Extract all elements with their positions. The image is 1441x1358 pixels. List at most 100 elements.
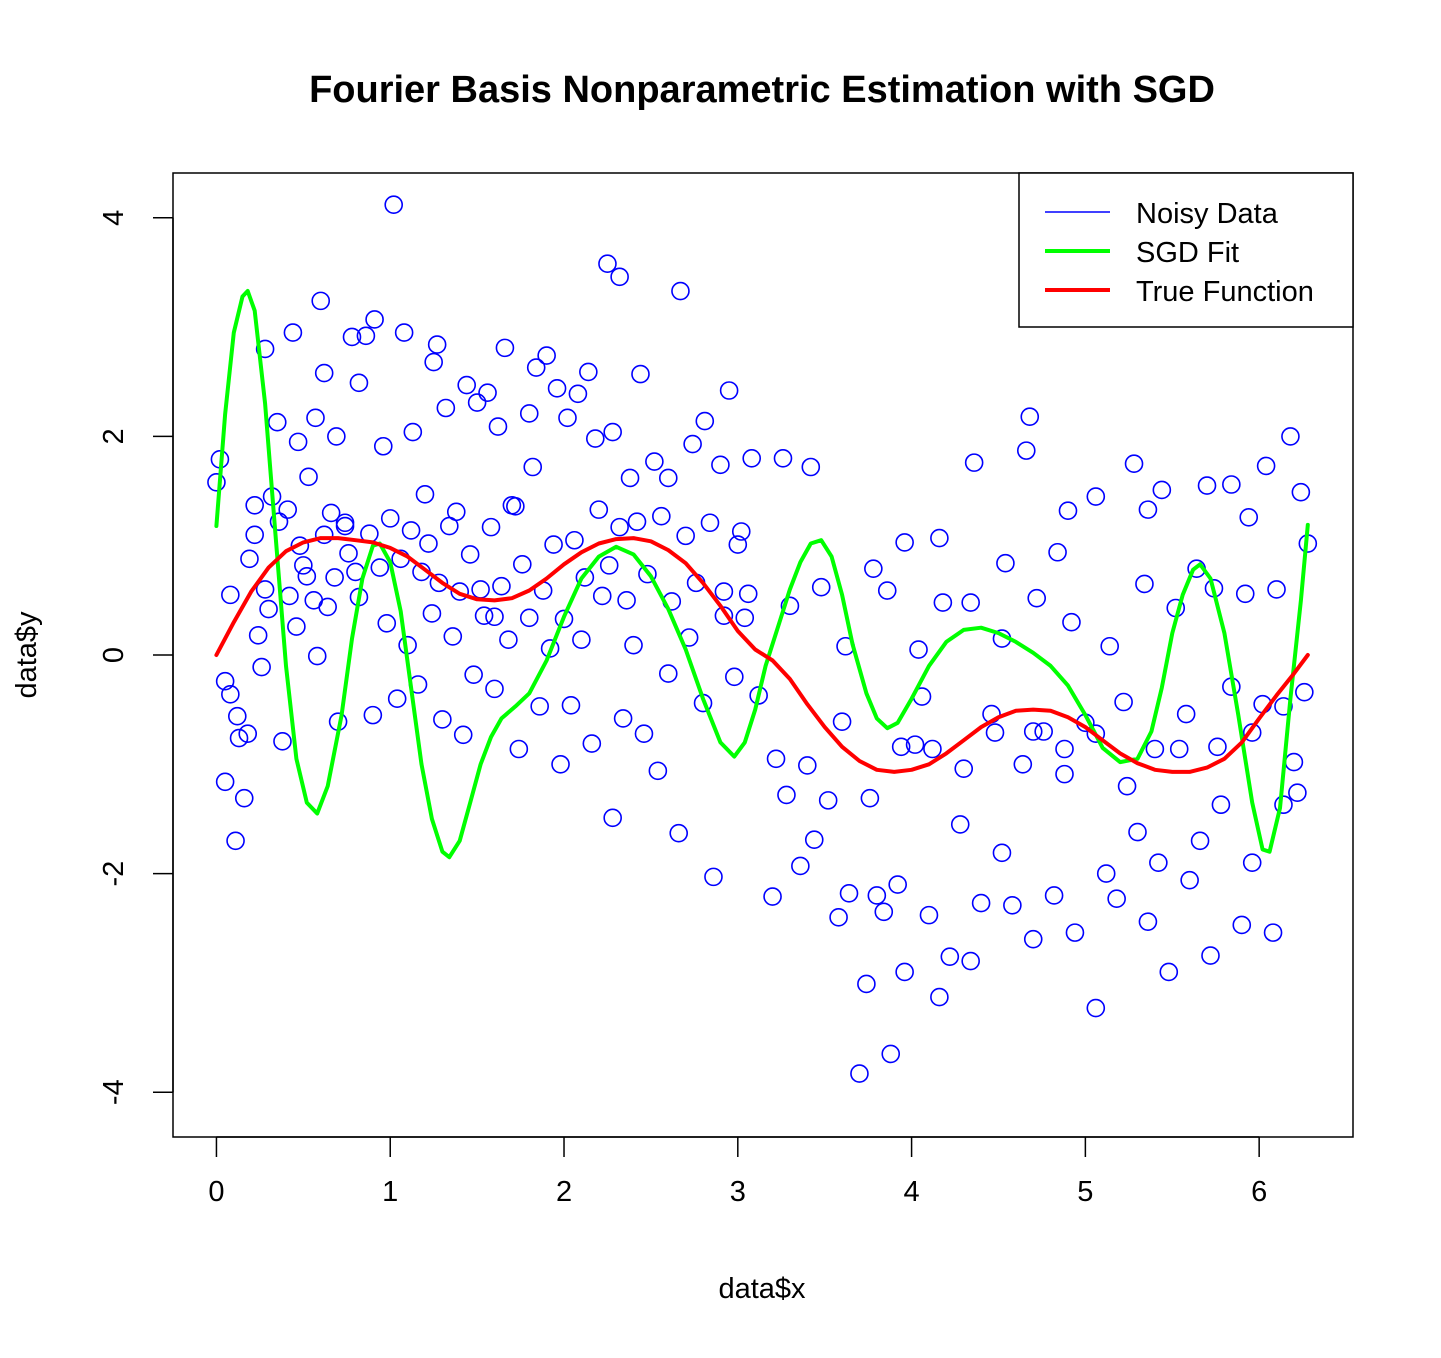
data-point	[683, 434, 702, 454]
data-point	[857, 974, 876, 994]
data-point	[839, 883, 859, 903]
data-point	[228, 706, 247, 726]
data-point	[610, 267, 629, 287]
data-point	[453, 725, 473, 745]
data-point	[547, 379, 567, 398]
data-point	[1117, 776, 1137, 796]
data-point	[307, 646, 327, 666]
data-point	[1124, 454, 1144, 474]
data-point	[1048, 542, 1067, 562]
data-point	[519, 404, 539, 423]
data-point	[467, 393, 487, 412]
data-point	[905, 735, 925, 754]
legend-label-sgd-fit: SGD Fit	[1136, 237, 1239, 269]
data-point	[1062, 612, 1081, 632]
data-point	[245, 495, 264, 515]
data-point	[349, 373, 369, 393]
line-series	[214, 289, 1310, 860]
data-point	[485, 679, 504, 699]
data-point	[964, 453, 984, 472]
data-point	[290, 536, 310, 556]
data-point	[297, 567, 317, 586]
data-point	[731, 522, 751, 541]
data-point	[1235, 584, 1255, 604]
y-tick-label: 4	[98, 210, 130, 226]
y-tick-label: -4	[98, 1079, 130, 1105]
data-point	[1100, 636, 1120, 656]
data-point	[1288, 783, 1307, 803]
data-point	[221, 585, 240, 605]
data-point	[971, 893, 991, 913]
data-point	[1152, 480, 1172, 500]
data-point	[335, 513, 355, 533]
data-point	[704, 867, 723, 887]
series-line-sgd-fit	[214, 289, 1310, 860]
data-point	[1281, 427, 1300, 446]
data-point	[325, 568, 344, 587]
data-point	[394, 323, 414, 342]
data-point	[554, 609, 574, 629]
data-point	[638, 564, 657, 584]
data-point	[370, 558, 390, 577]
data-point	[1016, 441, 1036, 460]
data-point	[565, 530, 584, 550]
data-point	[321, 503, 341, 523]
data-point	[1211, 795, 1231, 815]
data-point	[513, 554, 532, 574]
data-point	[306, 408, 325, 428]
data-point	[314, 363, 334, 383]
data-point	[780, 596, 800, 616]
data-point	[599, 556, 619, 575]
data-point	[403, 422, 423, 442]
data-point	[1086, 998, 1106, 1018]
data-point	[427, 335, 447, 354]
data-point	[1055, 764, 1074, 784]
data-point	[314, 525, 334, 545]
data-point	[342, 327, 362, 347]
data-point	[278, 500, 297, 519]
data-point	[221, 685, 240, 704]
data-point	[1114, 692, 1133, 712]
data-point	[481, 517, 501, 537]
data-point	[610, 517, 629, 537]
data-point	[363, 705, 383, 725]
data-point	[1034, 722, 1053, 741]
legend-label-noisy-data: Noisy Data	[1136, 198, 1279, 230]
data-point	[648, 761, 668, 781]
data-point	[579, 362, 598, 382]
data-point	[424, 352, 443, 372]
data-point	[888, 875, 907, 894]
data-point	[1055, 739, 1074, 759]
data-point	[568, 384, 588, 404]
data-point	[613, 709, 633, 728]
data-point	[485, 607, 504, 627]
data-point	[742, 448, 762, 468]
x-tick-label: 2	[556, 1176, 572, 1208]
data-point	[259, 599, 278, 619]
data-point	[365, 310, 384, 329]
data-point	[311, 291, 331, 311]
data-point	[1058, 501, 1078, 521]
legend: Noisy Data SGD Fit True Function	[1018, 172, 1354, 328]
data-point	[255, 339, 275, 359]
data-point	[215, 772, 235, 792]
data-point	[288, 432, 308, 452]
data-point	[575, 568, 595, 587]
data-point	[422, 604, 442, 623]
data-point	[711, 455, 730, 475]
x-tick-label: 6	[1251, 1176, 1267, 1208]
x-axis: 0 1 2 3 4 5 6	[208, 1136, 1267, 1208]
data-point	[429, 573, 449, 593]
data-point	[1096, 864, 1116, 883]
data-point	[443, 627, 463, 646]
data-point	[930, 528, 949, 548]
data-point	[645, 452, 664, 471]
data-point	[1208, 737, 1227, 757]
series-line-true-function	[214, 536, 1310, 774]
data-point	[287, 617, 306, 636]
data-point	[1023, 929, 1043, 949]
data-point	[874, 902, 894, 922]
data-point	[1263, 923, 1283, 942]
data-point	[229, 728, 249, 748]
data-point	[961, 593, 980, 612]
